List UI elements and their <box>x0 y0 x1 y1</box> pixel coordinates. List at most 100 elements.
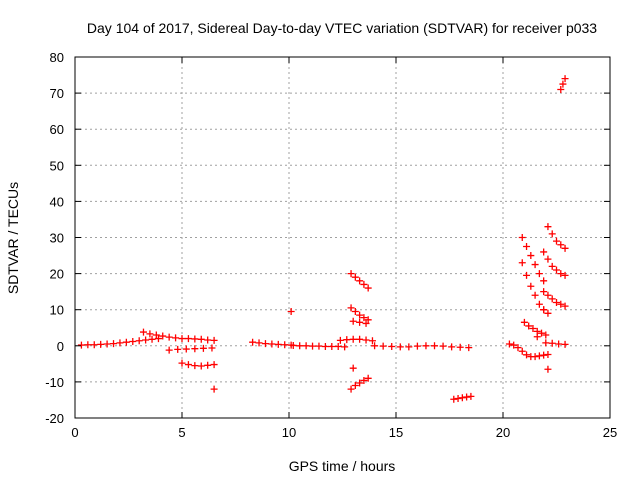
data-point <box>557 270 565 278</box>
data-point <box>287 308 295 316</box>
data-point <box>458 394 466 402</box>
data-point <box>182 345 190 353</box>
series-neg-17.5-18.5 <box>450 392 475 403</box>
data-point <box>561 244 569 252</box>
series-neg-13 <box>347 374 372 393</box>
data-point <box>362 319 370 327</box>
grid <box>75 57 610 418</box>
data-point <box>356 335 364 343</box>
series-hump-3-5 <box>139 328 218 344</box>
data-point <box>191 335 199 343</box>
data-point <box>520 318 528 326</box>
data-point <box>467 392 475 400</box>
data-point <box>525 322 533 330</box>
data-point <box>97 340 105 348</box>
data-point <box>531 291 539 299</box>
data-point <box>199 344 207 352</box>
chart-title: Day 104 of 2017, Sidereal Day-to-day VTE… <box>87 20 597 36</box>
data-point <box>347 385 355 393</box>
x-tick-label: 25 <box>603 425 617 440</box>
data-point <box>116 339 124 347</box>
data-point <box>544 255 552 263</box>
data-point <box>557 85 565 93</box>
y-tick-label: 80 <box>50 50 64 65</box>
data-point <box>527 282 535 290</box>
series-iso-22.1 <box>544 365 552 373</box>
data-point <box>542 339 550 347</box>
x-axis-label: GPS time / hours <box>289 458 396 474</box>
series-iso-10.1 <box>287 308 295 316</box>
data-point <box>379 342 387 350</box>
data-point <box>561 75 569 83</box>
data-point <box>540 351 548 359</box>
data-point <box>152 331 160 339</box>
data-point <box>351 382 359 390</box>
data-point <box>362 336 370 344</box>
x-tick-label: 20 <box>496 425 510 440</box>
data-point <box>129 337 137 345</box>
data-point <box>347 304 355 312</box>
y-tick-label: 40 <box>50 194 64 209</box>
data-point <box>159 332 167 340</box>
data-point <box>523 243 531 251</box>
y-tick-label: 30 <box>50 231 64 246</box>
data-point <box>533 333 541 341</box>
data-point <box>172 334 180 342</box>
data-point <box>555 340 563 348</box>
series-curve2-21-22 <box>518 259 548 314</box>
data-point <box>364 374 372 382</box>
y-tick-label: -20 <box>45 411 64 426</box>
data-point <box>360 280 368 288</box>
series-iso-6.5 <box>210 385 218 393</box>
data-point <box>84 341 92 349</box>
data-point <box>553 237 560 245</box>
data-point <box>527 252 535 260</box>
data-point <box>360 314 368 322</box>
series-rise-13 <box>347 270 372 292</box>
data-point <box>90 341 98 349</box>
data-point <box>548 295 556 303</box>
data-point <box>77 341 85 349</box>
data-point <box>289 341 297 349</box>
series-curve3-21-22 <box>520 318 550 339</box>
data-point <box>208 344 216 352</box>
data-point <box>296 342 304 350</box>
data-point <box>343 336 351 344</box>
data-point <box>178 359 186 367</box>
data-point <box>553 298 560 306</box>
series-band-22-23 <box>542 339 569 348</box>
data-point <box>210 385 218 393</box>
axis-ticks <box>74 56 611 419</box>
data-point <box>349 335 357 343</box>
data-point <box>135 337 143 345</box>
data-point <box>523 271 531 279</box>
data-point <box>302 342 310 350</box>
data-point <box>561 302 569 310</box>
data-point <box>356 277 364 285</box>
series-mid2-13 <box>349 317 370 327</box>
data-point <box>349 364 357 372</box>
series-top-22.8 <box>557 75 569 93</box>
data-point <box>413 342 421 350</box>
data-point <box>439 342 447 350</box>
y-tick-label: 20 <box>50 267 64 282</box>
series-band-8-10 <box>249 338 295 349</box>
data-point <box>184 361 192 369</box>
data-point <box>309 342 317 350</box>
data-point <box>204 336 212 344</box>
data-point <box>388 343 396 351</box>
data-point <box>191 345 199 353</box>
data-point <box>535 270 543 278</box>
data-point <box>148 335 156 343</box>
data-point <box>210 361 218 369</box>
data-point <box>542 331 550 339</box>
y-tick-label: 0 <box>57 339 64 354</box>
data-point <box>529 324 537 332</box>
y-tick-labels: -20 -10 0 10 20 30 40 50 60 70 80 <box>45 50 64 426</box>
series-band-10-13 <box>289 341 349 351</box>
data-point <box>544 291 552 299</box>
x-tick-label: 10 <box>282 425 296 440</box>
data-point <box>518 234 526 241</box>
data-point <box>210 336 218 344</box>
data-point <box>505 340 513 348</box>
